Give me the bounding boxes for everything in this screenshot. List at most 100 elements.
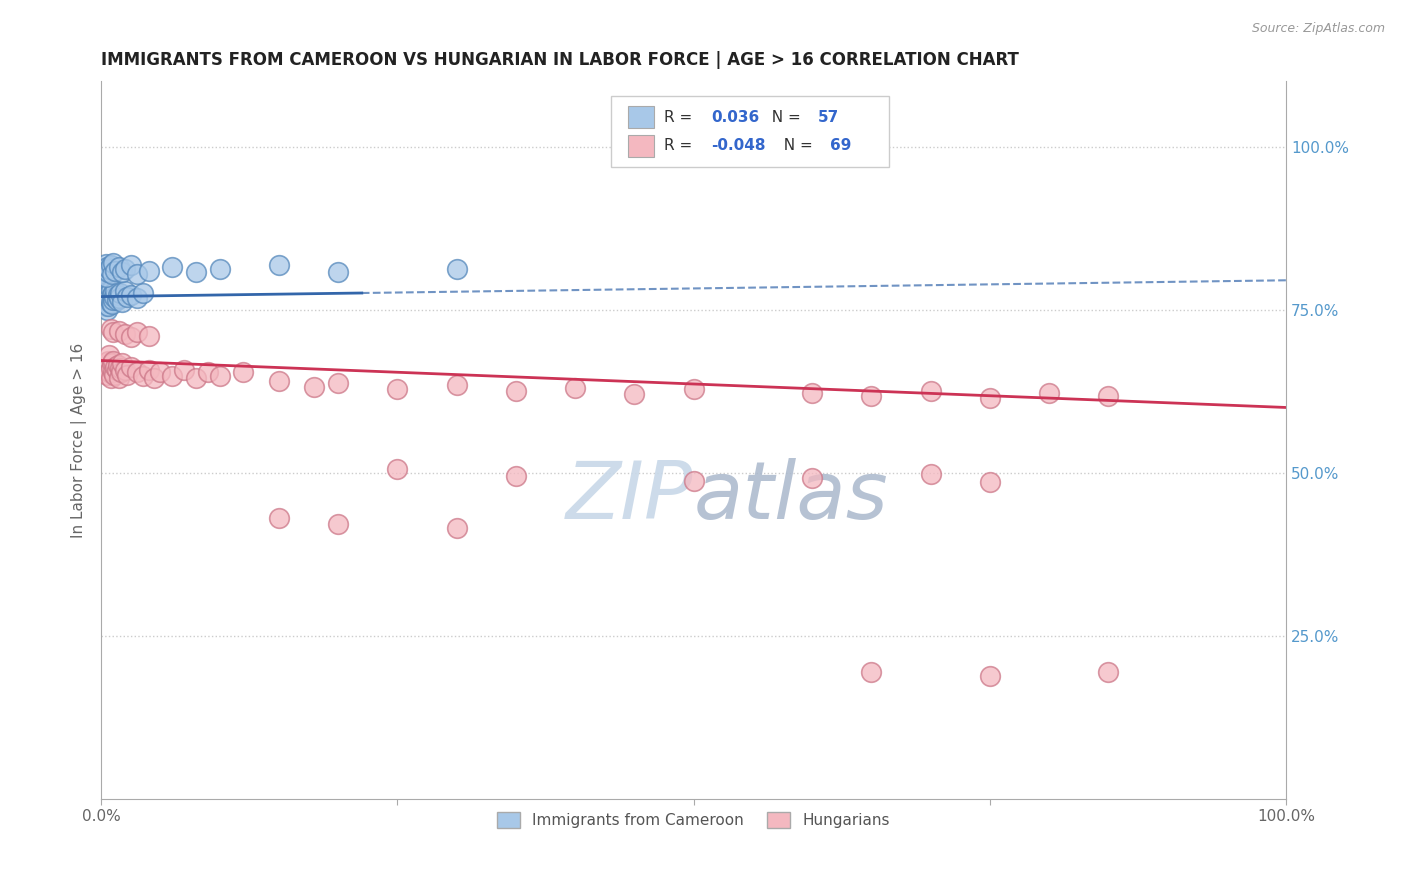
Point [138,263,160,277]
Point [120,258,142,272]
Bar [628,106,654,128]
Point [120,288,142,302]
Point [104,359,127,374]
Point [104,285,127,299]
Point [93,290,115,304]
Point [160,260,183,275]
Point [446,521,468,535]
Point [101,356,124,370]
Point [96,260,118,275]
Point [100,322,122,336]
Point [446,262,468,277]
Point [505,469,527,483]
Point [173,362,195,376]
Y-axis label: In Labor Force | Age > 16: In Labor Force | Age > 16 [72,343,87,538]
Point [101,326,124,340]
Point [979,669,1001,683]
Point [920,384,942,399]
Point [101,288,124,302]
Point [108,286,131,301]
Point [101,293,124,307]
Text: -0.048: -0.048 [711,138,766,153]
Point [387,462,409,476]
Point [115,368,138,382]
Point [114,285,136,299]
Text: R =: R = [664,138,697,153]
Point [100,258,122,272]
Point [143,371,166,385]
Point [120,359,142,374]
Point [97,359,120,374]
Point [326,376,349,390]
Text: N =: N = [762,110,806,125]
Point [108,291,131,305]
Point [101,297,124,311]
Point [93,263,115,277]
Point [97,285,120,299]
Point [103,368,125,382]
Point [108,361,131,376]
Point [979,475,1001,490]
Point [682,382,704,396]
Point [114,327,136,342]
Point [149,365,172,379]
Text: N =: N = [775,138,818,153]
Point [446,377,468,392]
Point [111,265,134,279]
Point [114,262,136,277]
Text: ZIP: ZIP [567,458,693,536]
Bar [628,136,654,157]
Point [114,362,136,376]
Point [1038,386,1060,401]
Point [108,324,131,338]
Point [101,267,124,281]
Point [111,294,134,309]
Point [208,262,231,277]
Point [94,299,117,313]
Point [125,326,148,340]
Point [93,297,115,311]
Point [1097,389,1119,403]
Point [94,270,117,285]
Point [197,365,219,379]
Point [103,290,125,304]
Text: R =: R = [664,110,697,125]
Point [96,302,118,317]
Point [98,291,121,305]
Point [100,361,122,376]
Text: IMMIGRANTS FROM CAMEROON VS HUNGARIAN IN LABOR FORCE | AGE > 16 CORRELATION CHAR: IMMIGRANTS FROM CAMEROON VS HUNGARIAN IN… [101,51,1019,69]
Point [184,371,207,385]
Point [94,283,117,297]
Text: Source: ZipAtlas.com: Source: ZipAtlas.com [1251,22,1385,36]
Point [131,369,153,384]
Point [160,369,183,384]
Point [94,257,117,271]
Point [108,260,131,275]
Point [96,288,118,302]
Point [100,283,122,297]
Point [97,294,120,309]
Point [138,362,160,376]
Point [104,263,127,277]
Point [107,288,129,302]
Point [1097,665,1119,679]
Point [105,362,128,376]
Point [93,294,115,309]
Point [125,365,148,379]
Point [208,369,231,384]
Point [94,291,117,305]
Legend: Immigrants from Cameroon, Hungarians: Immigrants from Cameroon, Hungarians [491,806,896,834]
Point [564,381,586,395]
Point [860,665,883,679]
Point [93,287,115,301]
Point [920,467,942,481]
Point [120,330,142,344]
Point [184,265,207,279]
Text: 0.036: 0.036 [711,110,759,125]
Point [801,471,824,485]
Point [623,387,645,401]
Text: 57: 57 [818,110,839,125]
Point [326,265,349,279]
Point [93,358,115,372]
Point [96,368,118,382]
